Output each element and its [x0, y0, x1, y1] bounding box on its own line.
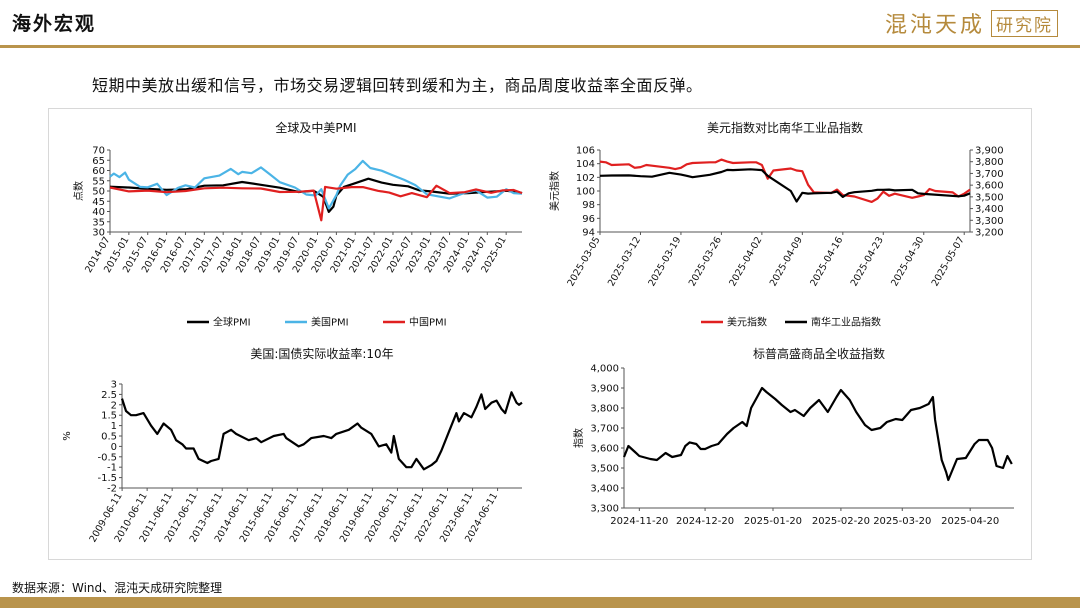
x-tick-label: 2024-12-20: [676, 516, 734, 527]
y-tick-label: 0.5: [101, 432, 117, 443]
series-line-中国PMI: [109, 184, 523, 222]
real-yield-chart: 美国:国债实际收益率:10年 3 2.5 2 1.5 1 0.5 0 -0.5 -1 -1.5 -2%…: [52, 338, 536, 556]
y-tick-label: 100: [576, 187, 595, 198]
y-tick-label: 65: [92, 156, 105, 167]
y-right-tick-label: 3,900: [975, 146, 1004, 157]
x-tick-label: 2025-02-20: [812, 516, 870, 527]
y-axis-label: %: [62, 431, 73, 441]
legend-label: 美元指数: [727, 316, 767, 329]
y-tick-label: -1: [107, 463, 117, 474]
headline: 短期中美放出缓和信号，市场交易逻辑回转到缓和为主，商品周度收益率全面反弹。: [92, 76, 703, 95]
data-source: 数据来源：Wind、混沌天成研究院整理: [12, 581, 223, 595]
series-line-series-0: [120, 391, 523, 471]
top-bar: 海外宏观 混沌天成 研究院: [0, 0, 1080, 46]
chart-title: 标普高盛商品全收益指数: [753, 346, 885, 361]
chart-title: 美国:国债实际收益率:10年: [250, 346, 393, 361]
y-tick-label: 30: [92, 228, 105, 239]
y-tick-label: 3,700: [590, 424, 619, 435]
chart-title: 美元指数对比南华工业品指数: [707, 120, 863, 135]
y-axis-label: 美元指数: [548, 171, 561, 211]
y-tick-label: 70: [92, 146, 105, 157]
chart-svg-1: 美元指数对比南华工业品指数 106 104 102 100 98 96 94 美元指数 3,900…: [548, 120, 1004, 329]
x-tick-label: 2025-05-07: [930, 235, 967, 288]
x-tick-label: 2025-04-23: [849, 235, 886, 288]
footer-bar: [0, 597, 1080, 608]
y-tick-label: 3,300: [590, 504, 619, 515]
series-line-美国PMI: [109, 159, 523, 210]
y-tick-label: 2.5: [101, 390, 117, 401]
y-right-tick-label: 3,700: [975, 169, 1004, 180]
y-tick-label: 45: [92, 197, 105, 208]
logo-box: 研究院: [991, 9, 1058, 37]
y-tick-label: 1: [111, 421, 117, 432]
y-right-tick-label: 3,300: [975, 216, 1004, 227]
x-tick-label: 2025-04-16: [808, 235, 845, 288]
y-right-tick-label: 3,200: [975, 228, 1004, 239]
y-tick-label: 1.5: [101, 411, 117, 422]
y-right-tick-label: 3,500: [975, 192, 1004, 203]
x-tick-label: 2025-03-12: [606, 235, 643, 288]
y-tick-label: 3,800: [590, 404, 619, 415]
y-tick-label: 98: [582, 200, 595, 211]
x-tick-label: 2025-03-05: [565, 235, 602, 288]
y-tick-label: 3: [111, 380, 117, 391]
section-title: 海外宏观: [12, 13, 97, 35]
y-tick-label: 3,500: [590, 464, 619, 475]
x-tick-label: 2025-04-02: [727, 235, 764, 288]
dxy-vs-nanhua-chart: 美元指数对比南华工业品指数 106 104 102 100 98 96 94 美元指数 3,900…: [542, 112, 1028, 334]
y-tick-label: 106: [576, 146, 595, 157]
y-tick-label: 102: [576, 173, 595, 184]
y-tick-label: 40: [92, 207, 105, 218]
y-tick-label: -2: [107, 484, 117, 495]
y-axis-label: 点数: [72, 181, 85, 201]
y-tick-label: 96: [582, 214, 595, 225]
x-tick-label: 2025-03-19: [646, 235, 683, 288]
y-right-tick-label: 3,400: [975, 204, 1004, 215]
x-tick-label: 2025-01-20: [744, 516, 802, 527]
gsci-chart: 标普高盛商品全收益指数 4,000 3,900 3,800 3,700 3,600 3,50…: [542, 338, 1028, 556]
series-line-美元指数: [599, 158, 971, 203]
y-tick-label: 3,900: [590, 384, 619, 395]
company-logo: 混沌天成 研究院: [885, 8, 1058, 38]
series-line-南华工业品指数: [599, 168, 971, 203]
y-tick-label: -1.5: [97, 473, 117, 484]
x-tick-label: 2025-03-20: [873, 516, 931, 527]
chart-svg-2: 美国:国债实际收益率:10年 32.521.510.50-0.5-1-1.5-2%…: [62, 346, 523, 544]
y-tick-label: 60: [92, 166, 105, 177]
y-tick-label: -0.5: [97, 452, 117, 463]
y-tick-label: 3,600: [590, 444, 619, 455]
legend-label: 美国PMI: [311, 316, 349, 329]
series-line-series-0: [622, 386, 1013, 482]
x-tick-label: 2025-04-09: [768, 235, 805, 288]
logo-script: 混沌天成: [884, 13, 985, 38]
header-rule: [0, 45, 1080, 48]
chart-svg-3: 标普高盛商品全收益指数 4,000 3,900 3,800 3,700 3,600 3,50…: [572, 346, 1014, 527]
pmi-chart: 全球及中美PMI 70 65 60 55 50 45 40 35 30 点数 2014-07 2015-…: [52, 112, 536, 334]
legend-label: 南华工业品指数: [811, 316, 881, 329]
y-tick-label: 0: [111, 442, 117, 453]
x-tick-label: 2025-04-30: [889, 235, 926, 288]
x-tick-label: 2024-11-20: [610, 516, 668, 527]
x-tick-label: 2025-03-26: [687, 235, 724, 288]
y-tick-label: 104: [576, 159, 595, 170]
y-tick-label: 55: [92, 176, 105, 187]
charts-frame: [48, 108, 1032, 560]
legend-label: 全球PMI: [213, 316, 251, 329]
y-tick-label: 94: [582, 228, 595, 239]
legend-label: 中国PMI: [409, 316, 447, 329]
chart-title: 全球及中美PMI: [275, 120, 356, 135]
y-tick-label: 4,000: [590, 364, 619, 375]
chart-svg-0: 全球及中美PMI706560555045403530点数2014-072015-…: [72, 120, 523, 329]
y-axis-label: 指数: [572, 428, 585, 448]
y-tick-label: 3,400: [590, 484, 619, 495]
y-tick-label: 2: [111, 400, 117, 411]
y-tick-label: 50: [92, 187, 105, 198]
y-right-tick-label: 3,600: [975, 181, 1004, 192]
x-tick-label: 2025-04-20: [941, 516, 999, 527]
y-right-tick-label: 3,800: [975, 157, 1004, 168]
y-tick-label: 35: [92, 217, 105, 228]
